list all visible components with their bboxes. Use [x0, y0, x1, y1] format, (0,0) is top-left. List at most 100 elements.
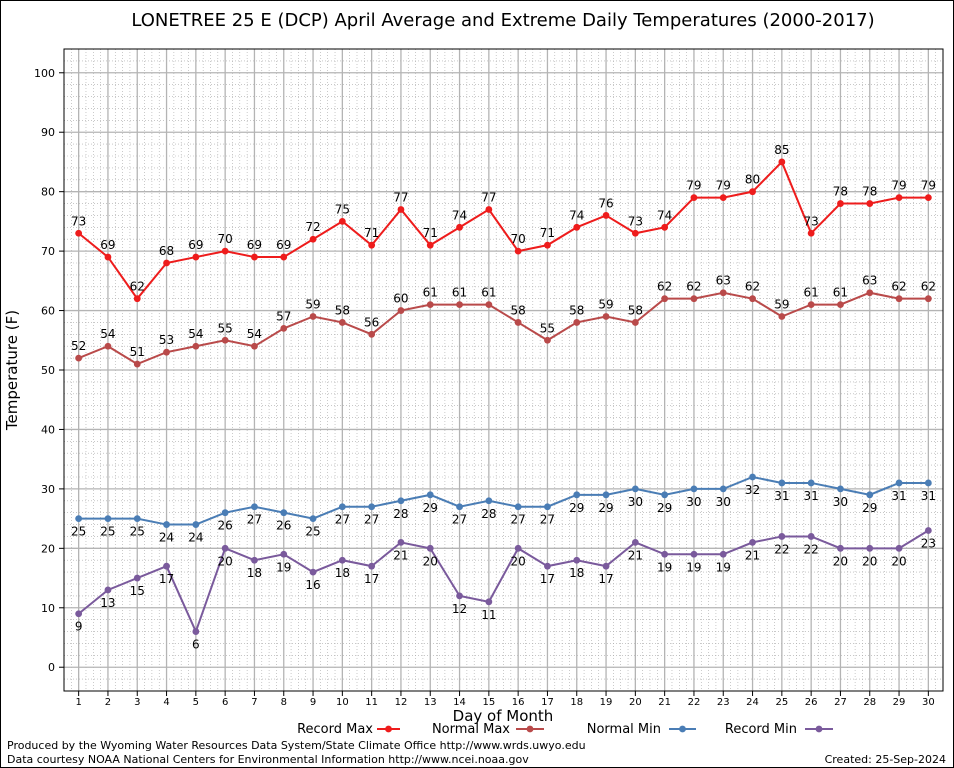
data-point-record-max — [75, 229, 83, 237]
data-label-record-min: 13 — [100, 596, 115, 610]
data-point-normal-max — [661, 295, 669, 303]
data-label-normal-max: 55 — [218, 321, 233, 335]
x-tick-label: 1 — [75, 697, 81, 708]
data-label-record-max: 69 — [188, 238, 203, 252]
data-label-record-max: 77 — [481, 191, 496, 205]
data-point-normal-min — [221, 509, 229, 517]
data-point-normal-max — [309, 313, 317, 320]
data-label-record-min: 17 — [540, 572, 555, 586]
x-tick-label: 13 — [424, 697, 437, 708]
data-label-normal-min: 27 — [511, 513, 526, 527]
data-label-normal-max: 62 — [686, 280, 701, 294]
data-point-record-min — [338, 556, 346, 564]
data-point-record-max — [514, 247, 522, 255]
x-tick-label: 16 — [512, 697, 525, 708]
data-label-normal-max: 62 — [657, 280, 672, 294]
data-point-normal-max — [221, 336, 229, 344]
data-label-record-max: 79 — [921, 179, 936, 193]
footer-data-courtesy: Data courtesy NOAA National Centers for … — [7, 753, 529, 766]
data-label-record-max: 70 — [511, 232, 526, 246]
data-point-normal-min — [544, 503, 551, 511]
data-point-normal-min — [133, 515, 141, 523]
data-point-record-min — [602, 562, 610, 570]
data-point-record-max — [163, 259, 170, 267]
data-point-normal-min — [309, 515, 317, 523]
x-tick-label: 3 — [134, 697, 140, 708]
data-point-normal-max — [280, 324, 288, 332]
data-point-normal-max — [544, 336, 551, 344]
y-axis-label: Temperature (F) — [3, 310, 21, 431]
footer-created-date: Created: 25-Sep-2024 — [824, 753, 946, 766]
y-tick-label: 60 — [41, 305, 55, 318]
data-label-normal-min: 24 — [159, 531, 174, 545]
data-point-record-min — [924, 527, 932, 534]
y-tick-label: 40 — [41, 423, 55, 436]
data-label-normal-min: 27 — [540, 513, 555, 527]
data-point-normal-min — [75, 515, 83, 523]
data-point-normal-min — [104, 515, 112, 523]
data-point-normal-min — [661, 491, 669, 499]
data-label-normal-min: 30 — [686, 495, 701, 509]
data-label-normal-max: 53 — [159, 333, 174, 347]
data-label-record-max: 62 — [130, 280, 145, 294]
data-point-record-max — [280, 253, 288, 261]
data-point-normal-min — [338, 503, 346, 511]
data-point-normal-max — [631, 319, 639, 326]
x-tick-label: 27 — [834, 697, 847, 708]
data-point-record-min — [133, 574, 141, 582]
data-label-record-min: 16 — [305, 578, 320, 592]
data-label-record-min: 9 — [75, 620, 83, 634]
data-label-record-min: 19 — [686, 560, 701, 574]
data-point-normal-min — [778, 479, 786, 487]
data-label-record-min: 21 — [745, 548, 760, 562]
data-label-normal-max: 60 — [393, 292, 408, 306]
data-label-record-min: 18 — [247, 566, 262, 580]
data-label-record-min: 19 — [716, 560, 731, 574]
data-point-normal-max — [192, 342, 200, 350]
x-tick-label: 15 — [482, 697, 495, 708]
x-tick-label: 28 — [863, 697, 876, 708]
data-point-normal-min — [866, 491, 874, 499]
y-tick-label: 50 — [41, 364, 55, 377]
x-tick-label: 18 — [570, 697, 583, 708]
series-line-normal-max — [78, 291, 929, 366]
data-label-normal-min: 29 — [862, 501, 877, 515]
data-label-normal-min: 30 — [716, 495, 731, 509]
data-point-normal-min — [690, 485, 698, 493]
data-point-record-min — [895, 544, 903, 552]
data-label-normal-min: 25 — [100, 525, 115, 539]
data-label-record-min: 21 — [393, 548, 408, 562]
data-label-record-max: 70 — [218, 232, 233, 246]
data-label-normal-max: 51 — [130, 345, 145, 359]
data-point-normal-min — [368, 503, 376, 511]
data-label-normal-min: 31 — [921, 489, 936, 503]
data-point-normal-min — [514, 503, 522, 511]
data-label-normal-max: 61 — [423, 286, 438, 300]
data-point-normal-max — [514, 319, 522, 326]
data-label-record-min: 20 — [423, 554, 438, 568]
data-label-normal-min: 26 — [276, 519, 291, 533]
data-point-record-min — [866, 544, 874, 552]
data-point-record-min — [221, 544, 229, 552]
data-point-record-max — [456, 223, 463, 231]
legend-label-record-min: Record Min — [725, 722, 797, 737]
data-point-normal-max — [163, 348, 170, 356]
axes-frame — [63, 48, 944, 692]
data-label-record-max: 72 — [305, 220, 320, 234]
data-label-record-max: 68 — [159, 244, 174, 258]
data-label-normal-max: 54 — [247, 327, 262, 341]
data-label-normal-max: 59 — [774, 298, 789, 312]
data-point-record-max — [221, 247, 229, 255]
data-label-record-min: 22 — [804, 542, 819, 556]
data-label-record-max: 79 — [716, 179, 731, 193]
data-label-record-max: 74 — [452, 208, 467, 222]
data-label-normal-max: 58 — [569, 303, 584, 317]
data-point-record-min — [719, 550, 727, 558]
data-label-record-max: 75 — [335, 202, 350, 216]
data-label-record-min: 12 — [452, 602, 467, 616]
data-label-normal-min: 30 — [833, 495, 848, 509]
data-point-record-min — [749, 538, 756, 546]
data-label-normal-min: 30 — [628, 495, 643, 509]
